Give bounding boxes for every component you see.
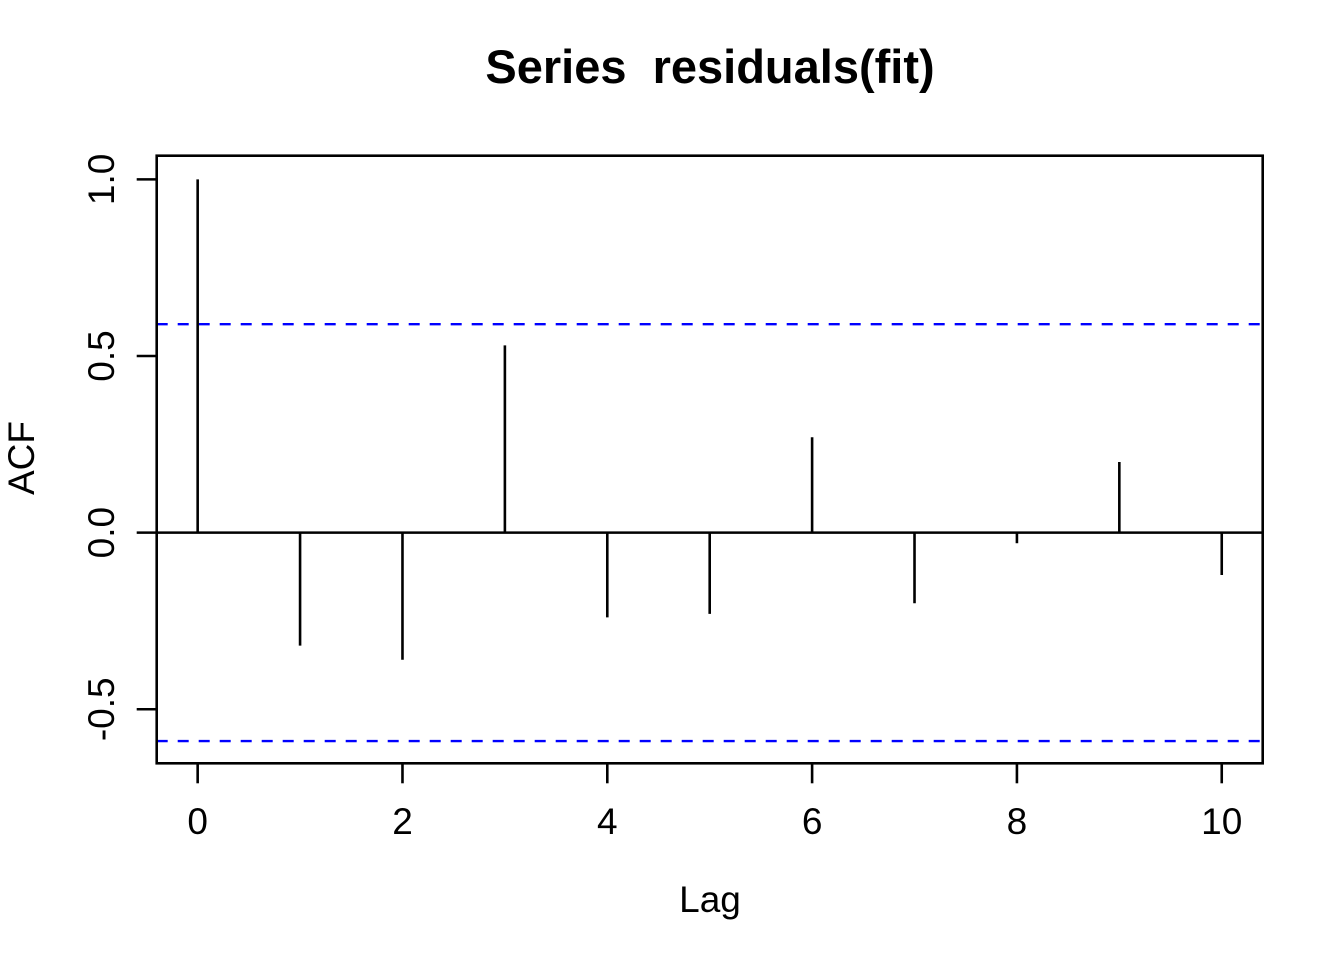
x-tick-label-4: 4: [597, 801, 618, 842]
x-tick-label-2: 2: [392, 801, 413, 842]
y-axis-label: ACF: [1, 421, 42, 495]
y-tick-label-0.5: 0.5: [81, 330, 122, 381]
x-tick-label-0: 0: [187, 801, 208, 842]
x-tick-label-6: 6: [802, 801, 823, 842]
plot-title: Series residuals(fit): [485, 40, 935, 93]
plot-border: [155, 154, 1264, 765]
x-axis-label: Lag: [679, 879, 741, 920]
y-tick-label-0.0: 0.0: [81, 507, 122, 558]
y-tick-label-1.0: 1.0: [81, 154, 122, 205]
y-tick-label--0.5: -0.5: [81, 677, 122, 741]
x-tick-label-8: 8: [1007, 801, 1028, 842]
x-tick-label-10: 10: [1201, 801, 1242, 842]
